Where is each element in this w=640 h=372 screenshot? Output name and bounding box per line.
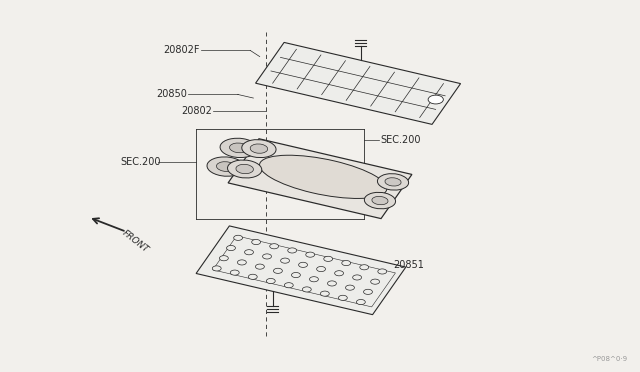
Circle shape xyxy=(360,265,369,270)
Circle shape xyxy=(299,262,307,267)
Circle shape xyxy=(244,250,253,255)
Text: 20802F: 20802F xyxy=(163,45,200,55)
Polygon shape xyxy=(213,236,396,307)
Ellipse shape xyxy=(227,160,262,178)
Circle shape xyxy=(339,295,348,301)
Circle shape xyxy=(346,285,355,290)
Circle shape xyxy=(252,240,260,245)
Text: 20851: 20851 xyxy=(393,260,424,270)
Ellipse shape xyxy=(250,144,268,153)
Circle shape xyxy=(364,289,372,294)
Text: SEC.200: SEC.200 xyxy=(120,157,161,167)
Ellipse shape xyxy=(207,157,244,176)
Ellipse shape xyxy=(230,143,248,153)
Circle shape xyxy=(378,269,387,274)
Circle shape xyxy=(302,287,311,292)
Circle shape xyxy=(353,275,362,280)
Ellipse shape xyxy=(220,138,258,158)
Circle shape xyxy=(324,256,333,262)
Circle shape xyxy=(342,260,351,266)
Circle shape xyxy=(310,277,318,282)
Polygon shape xyxy=(228,139,412,219)
Circle shape xyxy=(230,270,239,275)
Circle shape xyxy=(321,291,329,296)
Text: FRONT: FRONT xyxy=(120,228,150,254)
Circle shape xyxy=(428,95,444,104)
Circle shape xyxy=(306,252,315,257)
Circle shape xyxy=(284,283,293,288)
Text: ^P08^0·9: ^P08^0·9 xyxy=(591,356,628,362)
Text: SEC.200: SEC.200 xyxy=(380,135,420,145)
Circle shape xyxy=(237,260,246,265)
Ellipse shape xyxy=(385,178,401,186)
Circle shape xyxy=(317,266,326,272)
Ellipse shape xyxy=(242,140,276,158)
Circle shape xyxy=(227,246,236,251)
Text: 20850: 20850 xyxy=(156,89,187,99)
Circle shape xyxy=(328,281,337,286)
Circle shape xyxy=(291,272,300,278)
Circle shape xyxy=(269,244,278,249)
Circle shape xyxy=(288,248,296,253)
Circle shape xyxy=(255,264,264,269)
Circle shape xyxy=(266,279,275,283)
Ellipse shape xyxy=(372,196,388,205)
Ellipse shape xyxy=(216,162,235,171)
Ellipse shape xyxy=(364,192,396,209)
Circle shape xyxy=(262,254,271,259)
Circle shape xyxy=(234,235,243,240)
Polygon shape xyxy=(255,42,461,124)
Text: 20802: 20802 xyxy=(181,106,212,116)
Circle shape xyxy=(273,268,282,273)
Circle shape xyxy=(356,299,365,305)
Ellipse shape xyxy=(259,155,387,198)
Circle shape xyxy=(212,266,221,271)
Circle shape xyxy=(335,271,344,276)
Circle shape xyxy=(371,279,380,284)
Circle shape xyxy=(280,258,289,263)
Ellipse shape xyxy=(236,164,253,174)
Ellipse shape xyxy=(378,174,408,190)
Circle shape xyxy=(248,274,257,279)
Circle shape xyxy=(220,256,228,261)
Polygon shape xyxy=(196,226,406,315)
